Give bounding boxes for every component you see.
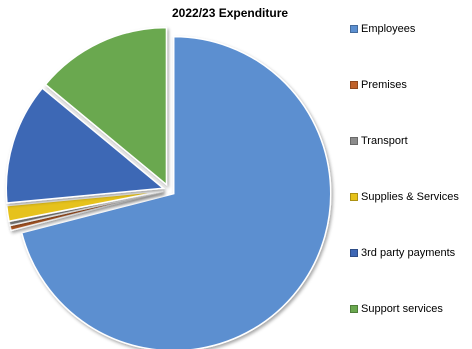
legend-swatch — [350, 137, 358, 145]
legend-item: Premises — [350, 79, 407, 91]
legend-swatch — [350, 25, 358, 33]
legend-item: Support services — [350, 303, 443, 315]
legend-swatch — [350, 193, 358, 201]
legend-item: Employees — [350, 23, 415, 35]
legend-label: 3rd party payments — [361, 247, 456, 259]
legend: Employees Premises Transport Supplies & Ser… — [350, 0, 472, 349]
legend-label: Transport — [361, 135, 408, 147]
legend-item: Supplies & Services — [350, 191, 459, 203]
legend-swatch — [350, 249, 358, 257]
legend-label: Premises — [361, 79, 407, 91]
legend-item: 3rd party payments — [350, 247, 455, 259]
pie-slice-supplies-services — [5, 190, 164, 223]
legend-swatch — [350, 305, 358, 313]
legend-label: Support services — [361, 303, 443, 315]
legend-swatch — [350, 81, 358, 89]
legend-item: Transport — [350, 135, 408, 147]
chart-title: 2022/23 Expenditure — [172, 6, 289, 20]
legend-label: Supplies & Services — [361, 191, 459, 203]
pie-slice-3rd-party-payments — [5, 87, 166, 204]
pie-slice-support-services — [44, 26, 168, 187]
legend-label: Employees — [361, 23, 416, 35]
pie-slice-employees — [20, 35, 332, 349]
pie-chart — [5, 26, 332, 349]
